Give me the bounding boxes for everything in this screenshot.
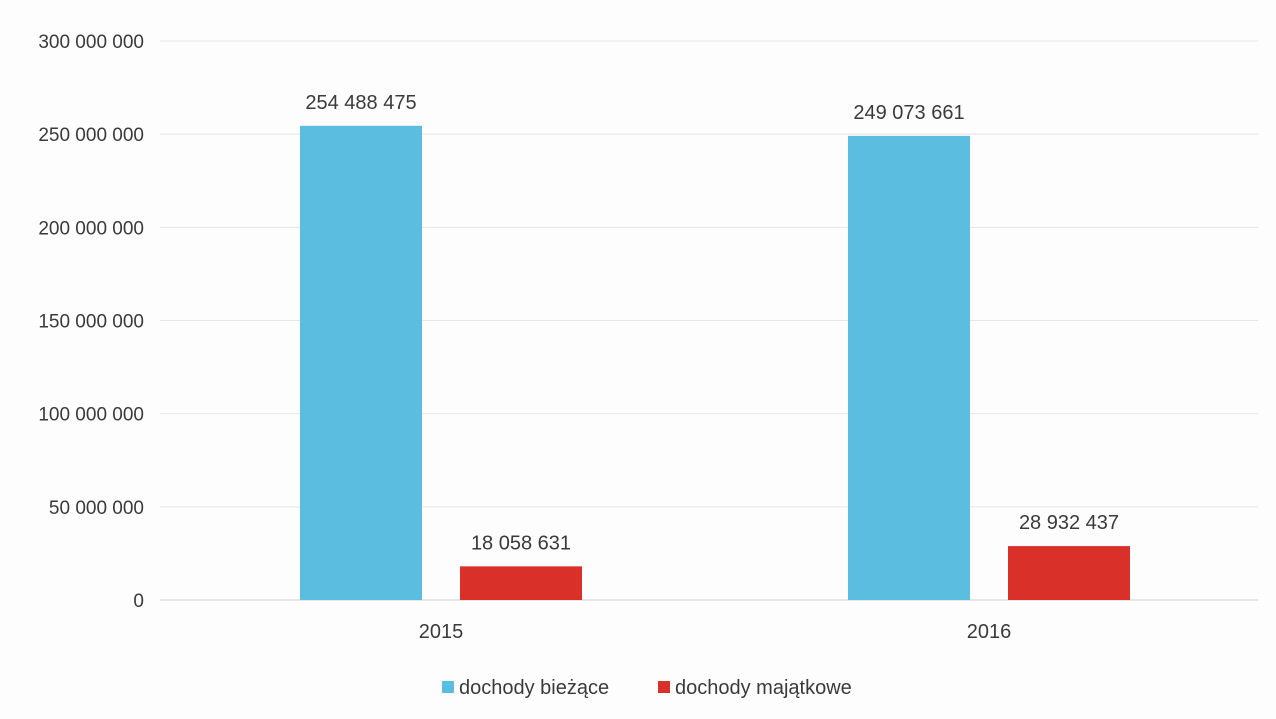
legend-swatch-1 [658,681,670,693]
y-tick-label: 250 000 000 [38,125,144,146]
bars [300,125,1130,601]
y-axis-ticks: 0 50 000 000 100 000 000 150 000 000 200 000… [38,32,144,612]
bar-dochody-majatkowe-2016 [1008,546,1130,600]
y-tick-label: 50 000 000 [49,498,144,519]
legend-label: dochody majątkowe [675,677,852,699]
data-label: 249 073 661 [853,102,964,124]
legend: dochody bieżące dochody majątkowe [442,677,852,699]
data-labels: 254 488 475 18 058 631 249 073 661 28 932 4… [305,92,1119,555]
data-label: 18 058 631 [471,532,571,554]
y-tick-label: 200 000 000 [38,218,144,239]
legend-label: dochody bieżące [459,677,609,699]
bar-dochody-majatkowe-2015 [460,566,582,600]
y-tick-label: 150 000 000 [38,312,144,333]
y-tick-label: 100 000 000 [38,405,144,426]
data-label: 28 932 437 [1019,512,1119,534]
bar-dochody-biezace-2015 [300,125,422,601]
y-tick-label: 0 [133,591,144,612]
x-axis-categories: 2015 2016 [419,621,1012,643]
bar-dochody-biezace-2016 [848,135,970,600]
x-category-label: 2016 [967,621,1012,643]
y-tick-label: 300 000 000 [38,32,144,53]
x-category-label: 2015 [419,621,464,643]
legend-swatch-0 [442,681,454,693]
data-label: 254 488 475 [305,92,416,114]
